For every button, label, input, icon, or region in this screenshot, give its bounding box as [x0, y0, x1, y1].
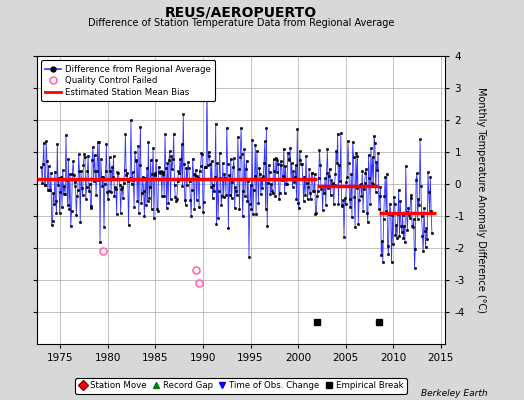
- Y-axis label: Monthly Temperature Anomaly Difference (°C): Monthly Temperature Anomaly Difference (…: [476, 87, 486, 313]
- Text: Berkeley Earth: Berkeley Earth: [421, 389, 487, 398]
- Text: REUS/AEROPUERTO: REUS/AEROPUERTO: [165, 6, 317, 20]
- Legend: Station Move, Record Gap, Time of Obs. Change, Empirical Break: Station Move, Record Gap, Time of Obs. C…: [75, 378, 407, 394]
- Legend: Difference from Regional Average, Quality Control Failed, Estimated Station Mean: Difference from Regional Average, Qualit…: [41, 60, 215, 101]
- Text: Difference of Station Temperature Data from Regional Average: Difference of Station Temperature Data f…: [88, 18, 394, 28]
